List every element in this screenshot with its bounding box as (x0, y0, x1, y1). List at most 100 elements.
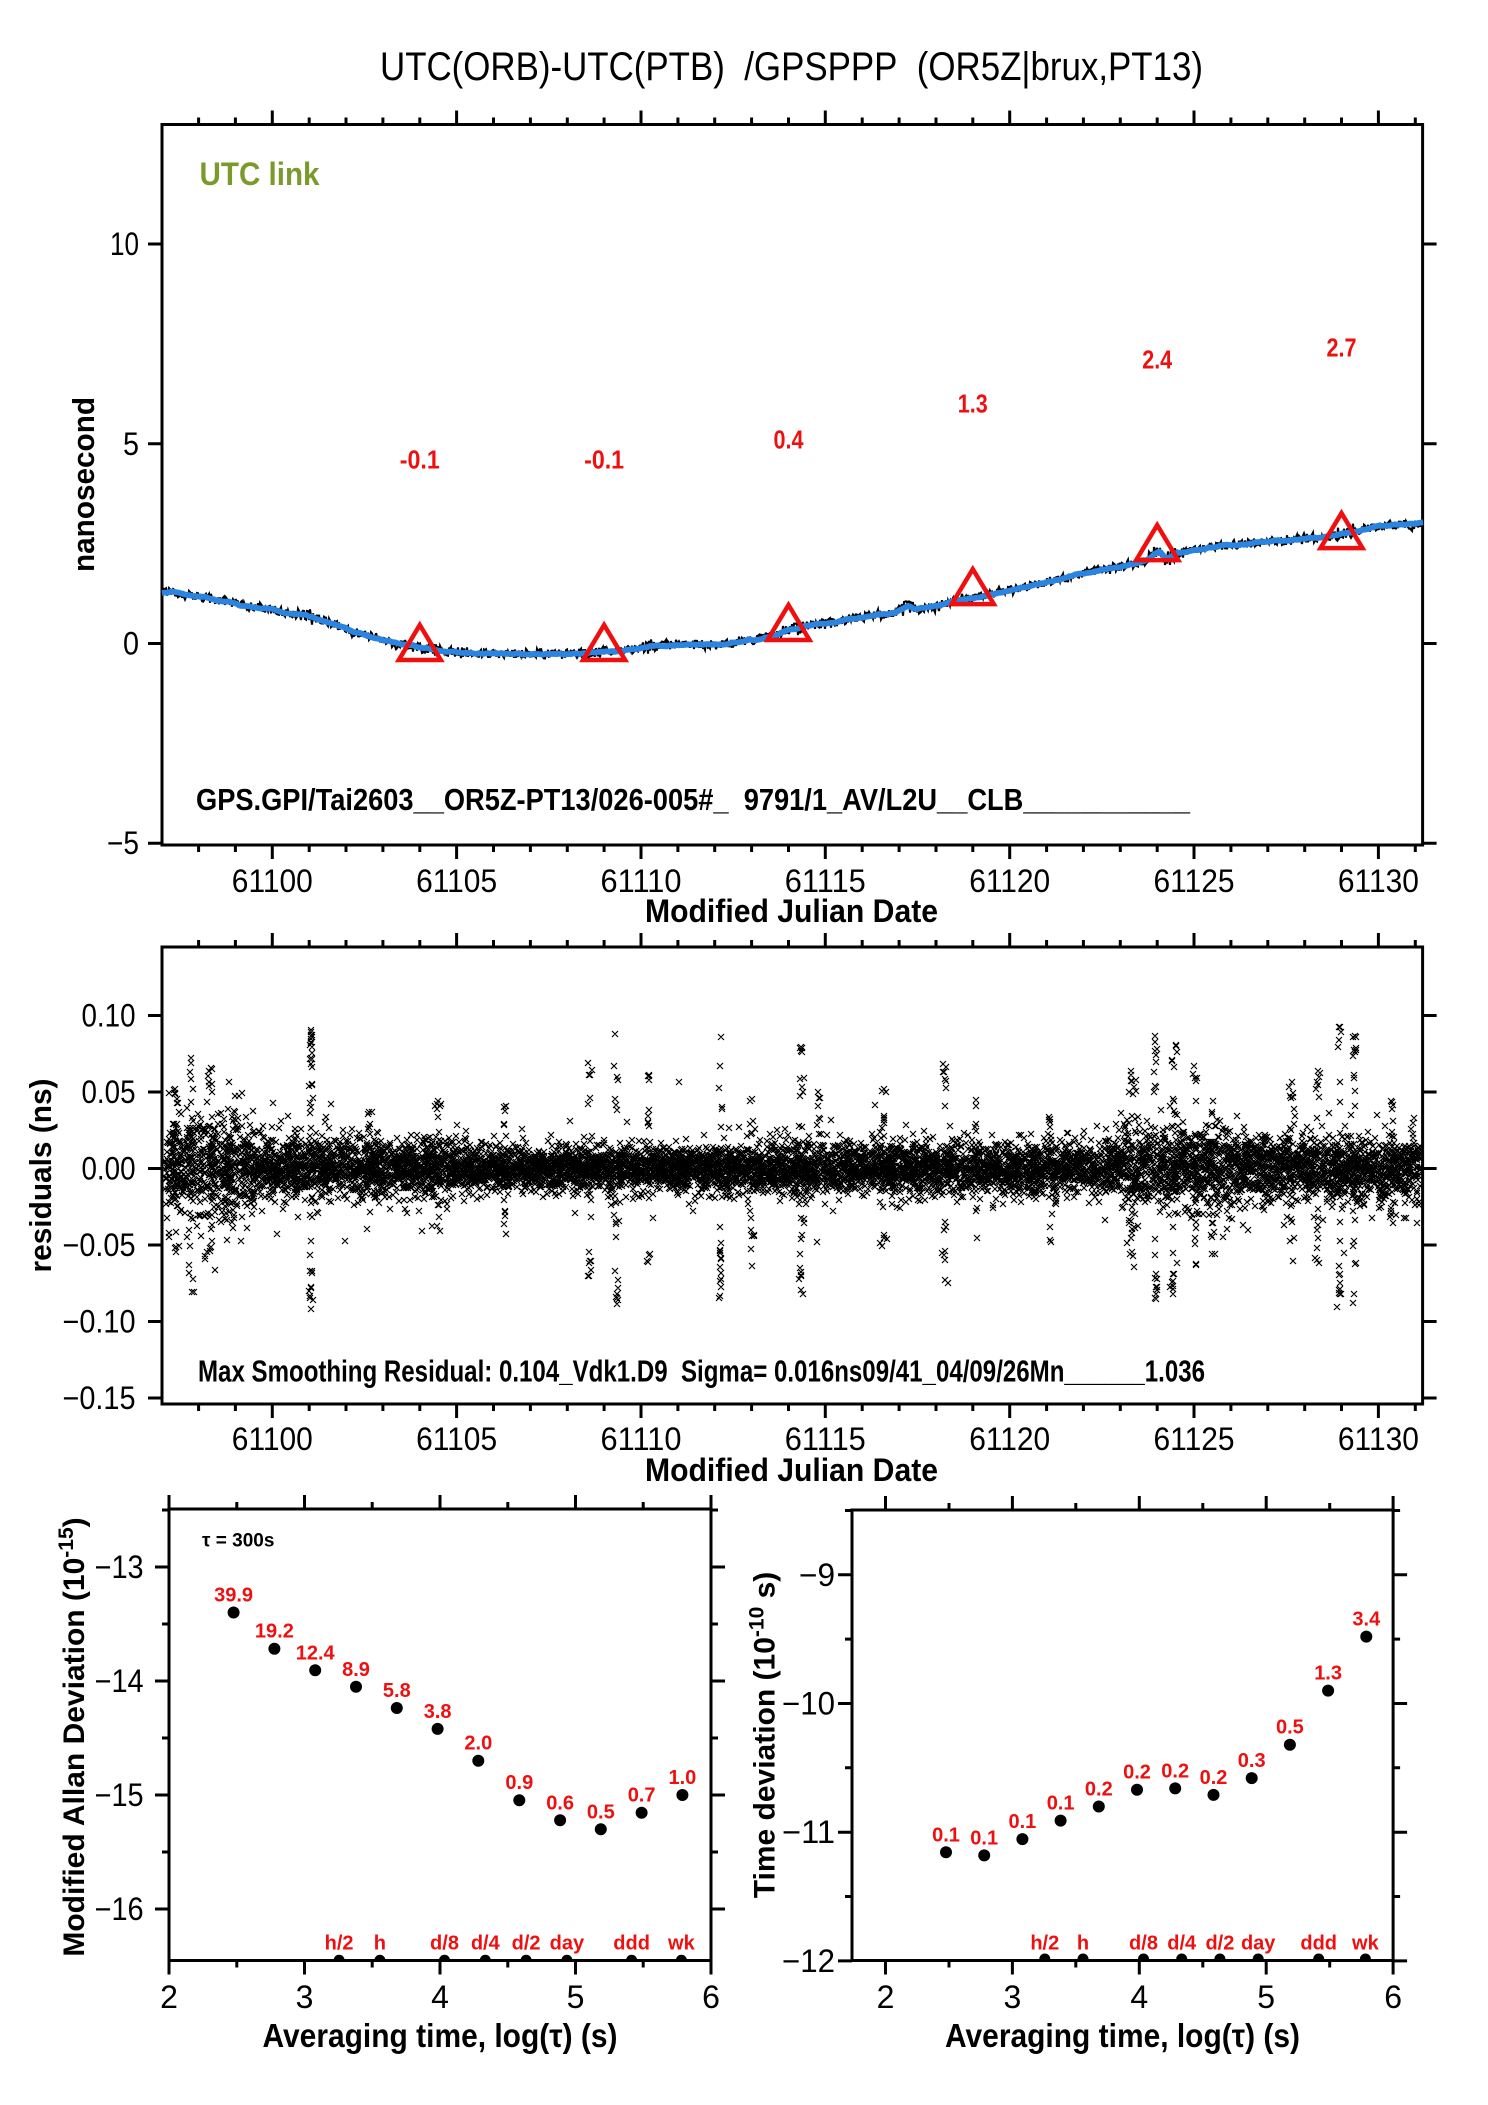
svg-text:−11: −11 (782, 1814, 835, 1850)
svg-text:4: 4 (1130, 1979, 1148, 2015)
svg-text:5: 5 (1257, 1979, 1275, 2015)
svg-text:−0.05: −0.05 (63, 1227, 136, 1263)
svg-text:2.4: 2.4 (1142, 345, 1172, 375)
svg-text:6: 6 (702, 1979, 720, 2015)
svg-text:0.2: 0.2 (1200, 1767, 1228, 1789)
svg-text:0.10: 0.10 (82, 998, 136, 1034)
svg-text:0.2: 0.2 (1123, 1762, 1151, 1784)
svg-text:0.9: 0.9 (505, 1772, 533, 1794)
svg-text:61130: 61130 (1338, 1421, 1419, 1457)
svg-text:61100: 61100 (232, 1421, 313, 1457)
svg-text:Modified Julian Date: Modified Julian Date (645, 893, 938, 929)
svg-text:−12: −12 (782, 1943, 835, 1979)
svg-text:0.05: 0.05 (82, 1074, 136, 1110)
svg-text:τ = 300s: τ = 300s (202, 1531, 274, 1552)
svg-text:ddd: ddd (613, 1933, 650, 1955)
svg-text:Averaging time, log(τ) (s): Averaging time, log(τ) (s) (263, 2017, 618, 2054)
svg-text:0.2: 0.2 (1161, 1760, 1189, 1782)
svg-text:UTC link: UTC link (200, 156, 320, 192)
svg-text:Averaging time, log(τ) (s): Averaging time, log(τ) (s) (945, 2017, 1300, 2054)
svg-text:61110: 61110 (601, 1421, 682, 1457)
svg-text:61105: 61105 (416, 1421, 497, 1457)
svg-text:3: 3 (296, 1979, 314, 2015)
svg-text:0.1: 0.1 (932, 1824, 960, 1846)
svg-text:0.1: 0.1 (1047, 1793, 1075, 1815)
svg-text:61130: 61130 (1338, 863, 1419, 899)
svg-text:5: 5 (567, 1979, 585, 2015)
svg-text:0.1: 0.1 (970, 1827, 998, 1849)
svg-text:d/8: d/8 (1129, 1933, 1158, 1955)
svg-text:d/4: d/4 (471, 1933, 501, 1955)
svg-text:61125: 61125 (1154, 863, 1235, 899)
svg-text:0: 0 (123, 626, 139, 662)
svg-text:wk: wk (667, 1933, 696, 1955)
svg-text:2.0: 2.0 (464, 1733, 492, 1755)
svg-text:5: 5 (123, 426, 139, 462)
svg-text:3: 3 (1004, 1979, 1022, 2015)
svg-text:h: h (1077, 1933, 1089, 1955)
svg-text:6: 6 (1384, 1979, 1402, 2015)
svg-text:d/4: d/4 (1167, 1933, 1197, 1955)
svg-text:Time deviation (10-10 s): Time deviation (10-10 s) (746, 1572, 782, 1899)
svg-text:2: 2 (877, 1979, 895, 2015)
svg-text:−15: −15 (95, 1777, 144, 1813)
svg-text:0.00: 0.00 (82, 1151, 136, 1187)
svg-text:d/2: d/2 (1205, 1933, 1234, 1955)
svg-text:−13: −13 (95, 1549, 144, 1585)
svg-text:-0.1: -0.1 (400, 445, 440, 475)
svg-text:0.6: 0.6 (546, 1792, 574, 1814)
svg-text:2.7: 2.7 (1327, 333, 1357, 363)
svg-text:ddd: ddd (1300, 1933, 1337, 1955)
svg-text:61115: 61115 (785, 863, 866, 899)
svg-text:h/2: h/2 (1030, 1933, 1059, 1955)
svg-text:−0.15: −0.15 (63, 1380, 136, 1416)
svg-text:0.5: 0.5 (587, 1801, 615, 1823)
svg-text:UTC(ORB)-UTC(PTB) /GPSPPP (O: UTC(ORB)-UTC(PTB) /GPSPPP (OR5Z|brux,PT1… (380, 45, 1203, 89)
svg-text:h/2: h/2 (325, 1933, 354, 1955)
svg-text:d/2: d/2 (512, 1933, 541, 1955)
svg-text:−5: −5 (107, 825, 139, 861)
svg-text:wk: wk (1351, 1933, 1380, 1955)
svg-text:−10: −10 (782, 1686, 835, 1722)
svg-text:4: 4 (431, 1979, 449, 2015)
svg-text:day: day (1241, 1933, 1276, 1955)
svg-text:nanosecond: nanosecond (66, 397, 101, 572)
svg-text:GPS.GPI/Tai2603__OR5Z-PT13/026: GPS.GPI/Tai2603__OR5Z-PT13/026-005#_ 979… (196, 782, 1191, 817)
svg-text:0.7: 0.7 (628, 1785, 656, 1807)
svg-text:12.4: 12.4 (296, 1642, 336, 1664)
svg-text:0.5: 0.5 (1276, 1717, 1304, 1739)
svg-text:61125: 61125 (1154, 1421, 1235, 1457)
svg-text:Modified Julian Date: Modified Julian Date (645, 1452, 938, 1488)
svg-text:h: h (374, 1933, 386, 1955)
svg-text:1.3: 1.3 (958, 389, 988, 419)
svg-text:0.3: 0.3 (1238, 1750, 1266, 1772)
svg-text:19.2: 19.2 (255, 1621, 294, 1643)
svg-text:0.2: 0.2 (1085, 1779, 1113, 1801)
svg-text:−9: −9 (799, 1557, 835, 1593)
svg-text:61120: 61120 (969, 1421, 1050, 1457)
svg-text:5.8: 5.8 (383, 1680, 411, 1702)
svg-text:3.4: 3.4 (1352, 1609, 1381, 1631)
svg-text:residuals (ns): residuals (ns) (23, 1079, 58, 1273)
svg-text:1.0: 1.0 (668, 1767, 696, 1789)
svg-text:d/8: d/8 (430, 1933, 459, 1955)
svg-text:Modified Allan Deviation (10-1: Modified Allan Deviation (10-15) (55, 1517, 91, 1956)
svg-text:61110: 61110 (601, 863, 682, 899)
svg-text:61100: 61100 (232, 863, 313, 899)
svg-text:8.9: 8.9 (342, 1659, 370, 1681)
svg-text:61105: 61105 (416, 863, 497, 899)
svg-text:day: day (550, 1933, 585, 1955)
svg-text:61120: 61120 (969, 863, 1050, 899)
svg-text:0.4: 0.4 (774, 425, 804, 455)
svg-text:0.1: 0.1 (1008, 1811, 1036, 1833)
svg-text:−16: −16 (95, 1891, 144, 1927)
svg-text:−0.10: −0.10 (63, 1304, 136, 1340)
svg-text:10: 10 (110, 226, 139, 262)
svg-text:−14: −14 (95, 1663, 144, 1699)
svg-text:Max Smoothing Residual: 0.104_: Max Smoothing Residual: 0.104_Vdk1.D9 Si… (198, 1354, 1205, 1389)
svg-text:61115: 61115 (785, 1421, 866, 1457)
svg-text:1.3: 1.3 (1314, 1663, 1342, 1685)
svg-text:2: 2 (160, 1979, 178, 2015)
svg-text:-0.1: -0.1 (584, 445, 624, 475)
svg-text:39.9: 39.9 (214, 1585, 253, 1607)
